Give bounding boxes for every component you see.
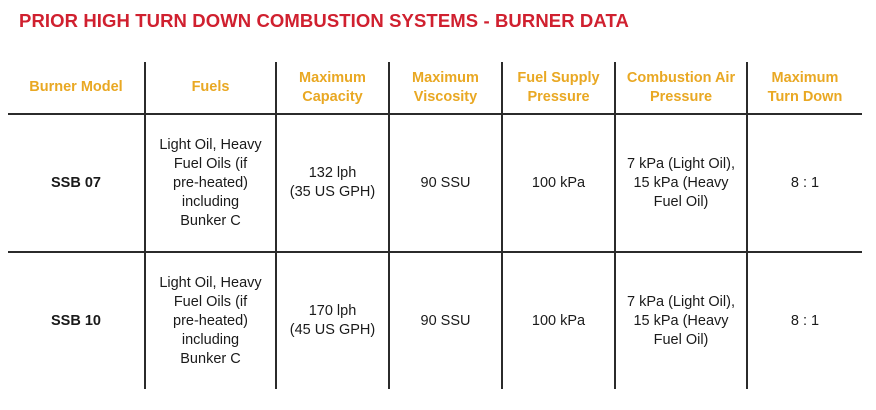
- table-row: SSB 10 Light Oil, Heavy Fuel Oils (if pr…: [8, 252, 862, 389]
- table-header-row: Burner Model Fuels Maximum Capacity Maxi…: [8, 62, 862, 115]
- column-header-burner-model: Burner Model: [8, 62, 145, 115]
- cell-fuel-supply-pressure: 100 kPa: [501, 252, 615, 389]
- cell-fuel-supply-pressure: 100 kPa: [501, 114, 615, 253]
- cell-maximum-viscosity: 90 SSU: [388, 114, 502, 253]
- table-row: SSB 07 Light Oil, Heavy Fuel Oils (if pr…: [8, 114, 862, 253]
- column-header-maximum-capacity: Maximum Capacity: [275, 62, 389, 115]
- column-header-combustion-air-pressure: Combustion Air Pressure: [614, 62, 747, 115]
- column-header-fuels: Fuels: [144, 62, 276, 115]
- cell-maximum-viscosity: 90 SSU: [388, 252, 502, 389]
- column-header-maximum-viscosity: Maximum Viscosity: [388, 62, 502, 115]
- cell-fuels: Light Oil, Heavy Fuel Oils (if pre-heate…: [144, 252, 276, 389]
- cell-maximum-turn-down: 8 : 1: [746, 114, 862, 253]
- burner-data-table: Burner Model Fuels Maximum Capacity Maxi…: [8, 62, 862, 389]
- column-header-fuel-supply-pressure: Fuel Supply Pressure: [501, 62, 615, 115]
- cell-maximum-turn-down: 8 : 1: [746, 252, 862, 389]
- cell-maximum-capacity: 170 lph (45 US GPH): [275, 252, 389, 389]
- column-header-maximum-turn-down: Maximum Turn Down: [746, 62, 862, 115]
- cell-maximum-capacity: 132 lph (35 US GPH): [275, 114, 389, 253]
- cell-burner-model: SSB 10: [51, 312, 101, 329]
- cell-combustion-air-pressure: 7 kPa (Light Oil), 15 kPa (Heavy Fuel Oi…: [614, 114, 747, 253]
- cell-fuels: Light Oil, Heavy Fuel Oils (if pre-heate…: [144, 114, 276, 253]
- cell-combustion-air-pressure: 7 kPa (Light Oil), 15 kPa (Heavy Fuel Oi…: [614, 252, 747, 389]
- page-title: PRIOR HIGH TURN DOWN COMBUSTION SYSTEMS …: [19, 10, 629, 31]
- cell-burner-model: SSB 07: [8, 114, 145, 253]
